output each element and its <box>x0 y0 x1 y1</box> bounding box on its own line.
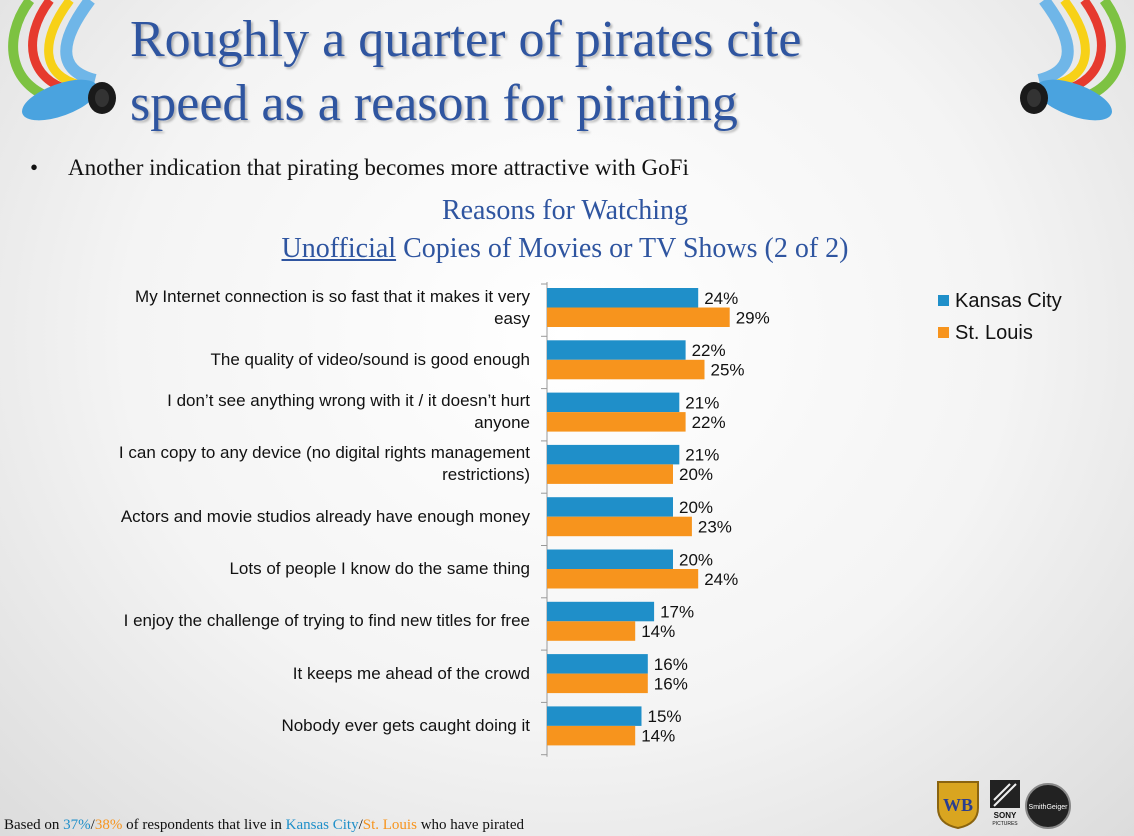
data-label-kansas-city: 21% <box>685 393 719 412</box>
sony-logo-subtext: PICTURES <box>992 821 1018 827</box>
category-label: It keeps me ahead of the crowd <box>30 663 530 685</box>
chart-title-underlined-word: Unofficial <box>281 233 397 264</box>
legend-item-st-louis: St. Louis <box>938 322 1033 345</box>
footer-middle: of respondents that live in <box>122 817 286 833</box>
data-label-st-louis: 22% <box>692 413 726 432</box>
smithgeiger-logo-text: SmithGeiger <box>1029 804 1069 811</box>
wb-logo: WB <box>937 781 979 830</box>
data-label-kansas-city: 21% <box>685 446 719 465</box>
category-label: Lots of people I know do the same thing <box>30 558 530 580</box>
category-label-line: easy <box>494 308 530 328</box>
chart-title: Reasons for Watching Unofficial Copies o… <box>130 192 1000 268</box>
data-label-st-louis: 16% <box>654 674 688 693</box>
category-label: The quality of video/sound is good enoug… <box>30 349 530 371</box>
bar-st-louis <box>547 359 705 380</box>
category-label: Actors and movie studios already have en… <box>30 506 530 528</box>
footer-prefix: Based on <box>4 817 64 833</box>
category-label: I can copy to any device (no digital rig… <box>30 442 530 486</box>
category-label-line: My Internet connection is so fast that i… <box>135 286 530 306</box>
data-label-st-louis: 23% <box>698 517 732 536</box>
slide-title-line2: speed as a reason for pirating <box>130 75 738 132</box>
legend-swatch-st-louis <box>938 327 949 338</box>
footer-kc-name: Kansas City <box>285 817 359 833</box>
bar-kansas-city <box>547 444 680 465</box>
category-label-line: The quality of video/sound is good enoug… <box>210 349 530 369</box>
category-label: I don’t see anything wrong with it / it … <box>30 390 530 434</box>
data-label-st-louis: 14% <box>641 622 675 641</box>
bullet-text: Another indication that pirating becomes… <box>68 155 689 180</box>
footer-kc-pct: 37% <box>63 817 91 833</box>
legend-label-st-louis: St. Louis <box>955 322 1033 344</box>
bar-st-louis <box>547 621 636 641</box>
bar-st-louis <box>547 725 636 746</box>
bar-st-louis <box>547 673 648 694</box>
chart-title-line2: Unofficial Copies of Movies or TV Shows … <box>130 230 1000 268</box>
bar-kansas-city <box>547 549 673 569</box>
data-label-kansas-city: 24% <box>704 289 738 308</box>
smithgeiger-logo: SmithGeiger <box>1025 783 1071 829</box>
sony-logo-text: SONY <box>994 811 1017 820</box>
bar-st-louis <box>547 569 699 589</box>
bullet-dot: • <box>30 155 39 180</box>
legend-swatch-kansas-city <box>938 295 949 306</box>
decorative-cable-left <box>8 0 116 121</box>
bar-st-louis <box>547 307 730 327</box>
category-label-line: I can copy to any device (no digital rig… <box>118 443 530 463</box>
bar-kansas-city <box>547 497 673 517</box>
category-label-line: It keeps me ahead of the crowd <box>292 663 530 683</box>
bar-kansas-city <box>547 706 642 726</box>
category-label-line: I enjoy the challenge of trying to find … <box>123 611 530 631</box>
category-label: I enjoy the challenge of trying to find … <box>30 610 530 632</box>
decorative-cable-right <box>1020 0 1126 121</box>
footer-slash: / <box>90 817 95 833</box>
data-label-kansas-city: 15% <box>648 707 682 726</box>
wb-logo-text: WB <box>943 795 973 815</box>
category-label-line: Nobody ever gets caught doing it <box>281 715 530 735</box>
legend-label-kansas-city: Kansas City <box>955 290 1062 312</box>
footer-stl-pct: 38% <box>94 817 123 833</box>
data-label-st-louis: 20% <box>679 465 713 484</box>
data-label-st-louis: 14% <box>641 727 675 746</box>
bullet-point: • Another indication that pirating become… <box>30 155 689 181</box>
category-label-line: Lots of people I know do the same thing <box>229 559 530 578</box>
slide-title: Roughly a quarter of pirates cite speed … <box>130 8 1010 136</box>
footer-suffix: who have pirated <box>416 817 524 833</box>
category-label-line: Actors and movie studios already have en… <box>120 506 530 526</box>
data-label-kansas-city: 17% <box>660 603 694 622</box>
chart-title-line1: Reasons for Watching <box>441 195 689 226</box>
data-label-kansas-city: 20% <box>679 498 713 517</box>
bar-st-louis <box>547 464 673 484</box>
data-label-kansas-city: 22% <box>692 341 726 360</box>
bar-kansas-city <box>547 340 686 360</box>
bar-st-louis <box>547 412 686 432</box>
bar-kansas-city <box>547 654 648 674</box>
bar-st-louis <box>547 516 692 537</box>
category-label: My Internet connection is so fast that i… <box>30 286 530 330</box>
footer-stl-name: St. Louis <box>362 817 417 833</box>
category-label: Nobody ever gets caught doing it <box>30 715 530 737</box>
data-label-kansas-city: 20% <box>679 550 713 569</box>
category-label-line: I don’t see anything wrong with it / it … <box>167 391 530 411</box>
data-label-kansas-city: 16% <box>654 655 688 674</box>
category-label-line: anyone <box>474 413 530 433</box>
data-label-st-louis: 24% <box>704 570 738 589</box>
sony-pictures-logo: SONY PICTURES <box>990 780 1020 827</box>
footer-slash: / <box>358 817 363 833</box>
bar-kansas-city <box>547 601 655 622</box>
bar-kansas-city <box>547 288 699 308</box>
legend-item-kansas-city: Kansas City <box>938 290 1062 313</box>
footer-note: Based on 37%/38% of respondents that liv… <box>4 817 524 834</box>
data-label-st-louis: 29% <box>736 308 770 327</box>
category-label-line: restrictions) <box>442 465 530 485</box>
bar-kansas-city <box>547 392 680 413</box>
data-label-st-louis: 25% <box>711 361 745 380</box>
slide-title-line1: Roughly a quarter of pirates cite <box>130 11 802 68</box>
chart-title-line2-rest: Copies of Movies or TV Shows (2 of 2) <box>396 233 849 264</box>
